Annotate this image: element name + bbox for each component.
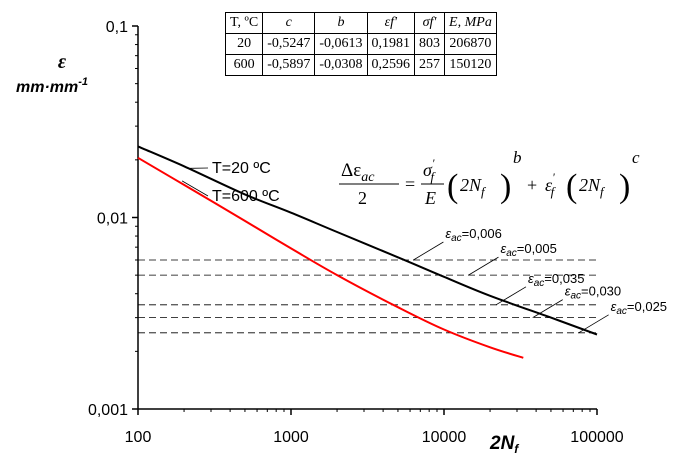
eq-lhs-num-sub: ac xyxy=(361,170,375,185)
table-cell: 257 xyxy=(414,54,446,76)
eq-2N-2: 2Nf xyxy=(579,175,606,199)
eq-2N-2-text: 2N xyxy=(579,175,601,195)
reference-label: εac=0,006 xyxy=(445,226,501,244)
reference-leader xyxy=(468,256,499,276)
eq-sigma-sup: ' xyxy=(432,156,435,170)
eq-eps-sub: f xyxy=(551,184,557,199)
eq-exp-c: c xyxy=(632,148,640,167)
x-tick-label: 100000 xyxy=(570,429,623,446)
table-header-cell: εf' xyxy=(366,12,416,34)
series-group xyxy=(137,145,598,359)
table-cell: -0,0308 xyxy=(314,54,368,76)
eq-exp-b: b xyxy=(513,148,522,167)
table-row: 600 -0,5897 -0,0308 0,2596 257 150120 xyxy=(224,54,497,76)
table-cell: 150120 xyxy=(444,54,497,76)
reference-leader xyxy=(413,241,444,261)
table-row: 20 -0,5247 -0,0613 0,1981 803 206870 xyxy=(224,33,497,55)
series-leader-600c xyxy=(181,180,209,197)
eq-eps: ε' f xyxy=(545,170,557,199)
table-header-cell: b xyxy=(314,12,368,34)
eq-eps-text: ε xyxy=(545,175,553,195)
table-header-cell: σf' xyxy=(414,12,446,34)
tick-labels: 0,001 0,01 0,1 100 1000 10000 100000 xyxy=(88,19,624,446)
x-tick-label: 100 xyxy=(125,429,152,446)
x-axis-label-text: 2N xyxy=(489,433,516,454)
eq-sigma: σ' f xyxy=(423,156,436,184)
x-axis-label-sub: f xyxy=(514,442,519,456)
parameter-table: T, ºC c b εf' σf' E, MPa 20 -0,5247 -0,0… xyxy=(224,12,497,76)
series-label-600c: T=600 ºC xyxy=(212,188,280,205)
table-cell: -0,5247 xyxy=(262,33,316,55)
table-header-cell: c xyxy=(262,12,316,34)
table-header-row: T, ºC c b εf' σf' E, MPa xyxy=(224,12,497,34)
series-line-20c xyxy=(137,145,598,336)
eq-sigma-text: σ xyxy=(423,160,433,180)
eq-E: E xyxy=(424,188,436,208)
eq-2N-2-sub: f xyxy=(600,184,606,199)
eq-lhs-den: 2 xyxy=(358,188,367,208)
y-axis-symbol: ε xyxy=(58,51,67,73)
eq-paren-open-1: ( xyxy=(447,168,458,205)
eq-sigma-sub: f xyxy=(430,169,436,184)
reference-label: εac=0,005 xyxy=(500,241,556,259)
eq-2N-1-text: 2N xyxy=(460,175,482,195)
y-axis-unit-sup: -1 xyxy=(78,76,88,88)
reference-leader xyxy=(578,314,609,334)
reference-leader xyxy=(495,286,527,306)
x-tick-label: 1000 xyxy=(273,429,309,446)
table-cell: 0,2596 xyxy=(366,54,416,76)
eq-paren-close-1: ) xyxy=(500,168,511,205)
annotations: εac=0,006εac=0,005εac=0,035εac=0,030εac=… xyxy=(181,167,667,334)
reference-label: εac=0,030 xyxy=(565,284,621,302)
table-cell: 0,1981 xyxy=(366,33,416,55)
y-tick-label: 0,1 xyxy=(106,19,128,36)
reference-label: εac=0,035 xyxy=(528,271,584,289)
series-label-20c: T=20 ºC xyxy=(212,160,271,177)
x-axis-label: 2Nf xyxy=(489,433,519,456)
eq-lhs-num: Δεac xyxy=(341,160,375,185)
table-cell: -0,0613 xyxy=(314,33,368,55)
eq-equals: = xyxy=(405,174,415,194)
eq-eps-sup: ' xyxy=(552,170,555,184)
series-line-600c xyxy=(137,156,524,359)
table-cell: -0,5897 xyxy=(262,54,316,76)
eq-lhs-num-text: Δε xyxy=(341,160,361,181)
eq-2N-1-sub: f xyxy=(481,184,487,199)
y-axis-unit: mm·mm-1 xyxy=(16,76,88,96)
table-cell: 206870 xyxy=(444,33,497,55)
basquin-manson-equation: Δεac 2 = σ' f E ( 2Nf ) b + ε' f ( 2Nf ) c xyxy=(339,148,640,208)
eq-paren-open-2: ( xyxy=(566,168,577,205)
eq-paren-close-2: ) xyxy=(619,168,630,205)
eq-plus: + xyxy=(527,175,537,195)
table-header-cell: T, ºC xyxy=(224,12,264,34)
reference-label: εac=0,025 xyxy=(611,299,667,317)
eq-2N-1: 2Nf xyxy=(460,175,487,199)
axes xyxy=(132,25,598,415)
reference-leader xyxy=(532,299,563,318)
y-tick-label: 0,01 xyxy=(97,211,128,228)
x-tick-label: 10000 xyxy=(422,429,467,446)
table-cell: 600 xyxy=(224,54,264,76)
y-tick-label: 0,001 xyxy=(88,402,128,419)
table-header-cell: E, MPa xyxy=(444,12,497,34)
table-cell: 803 xyxy=(414,33,446,55)
table-cell: 20 xyxy=(224,33,264,55)
y-axis-unit-text: mm·mm xyxy=(16,79,78,96)
